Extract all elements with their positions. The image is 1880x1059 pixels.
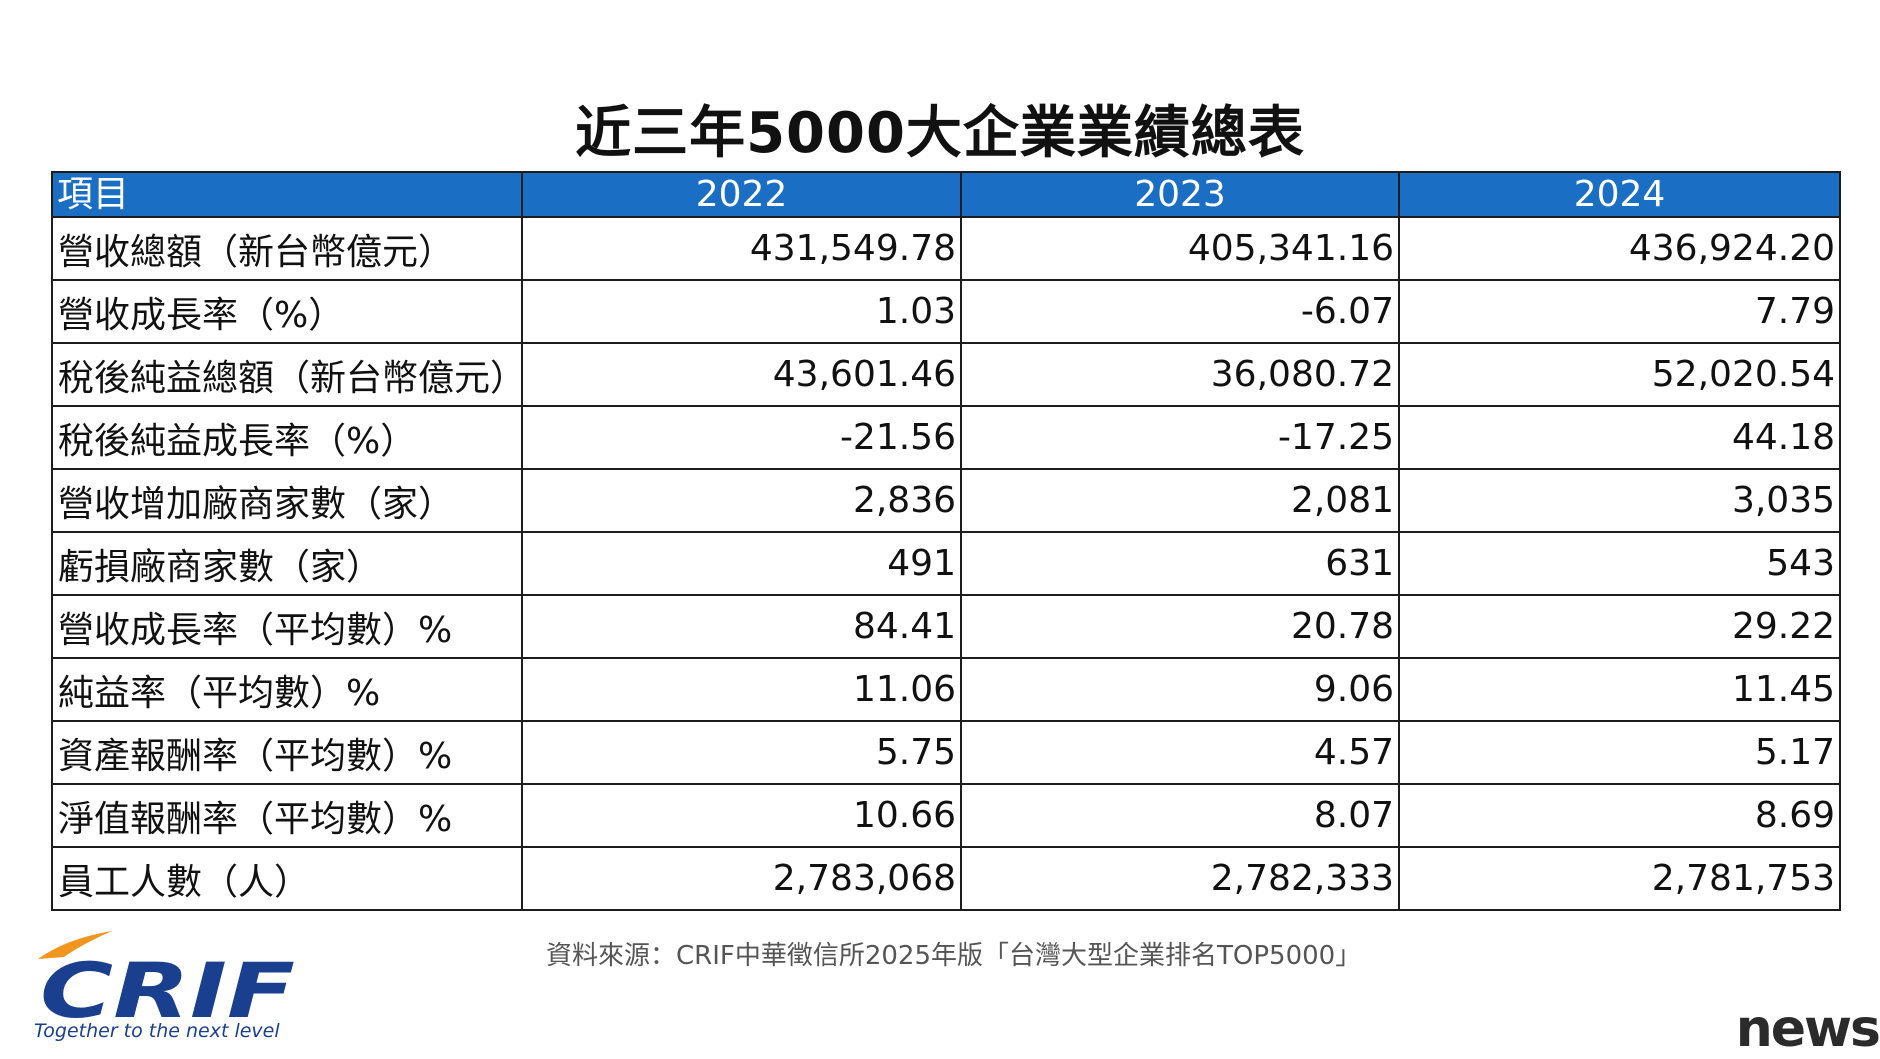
logo-tagline: Together to the next level (34, 1020, 280, 1042)
row-value: 5.75 (521, 720, 962, 785)
logo-swoosh-icon (38, 931, 112, 959)
row-value: 11.45 (1398, 657, 1841, 722)
row-value: 2,836 (521, 468, 962, 533)
row-value: 8.07 (960, 783, 1400, 848)
row-value: 2,783,068 (521, 846, 962, 911)
row-value: 8.69 (1398, 783, 1841, 848)
table-row: 營收成長率（%） 1.03 -6.07 7.79 (51, 279, 1841, 344)
table-row: 稅後純益成長率（%） -21.56 -17.25 44.18 (51, 405, 1841, 470)
row-value: -17.25 (960, 405, 1400, 470)
row-value: 3,035 (1398, 468, 1841, 533)
logo-wordmark: CRIF (40, 946, 295, 1035)
row-value: 431,549.78 (521, 216, 962, 281)
row-label: 營收總額（新台幣億元） (51, 216, 523, 281)
row-value: 7.79 (1398, 279, 1841, 344)
performance-summary-table-container: 項目 2022 2023 2024 營收總額（新台幣億元） 431,549.78… (51, 171, 1841, 911)
row-value: 436,924.20 (1398, 216, 1841, 281)
row-value: 44.18 (1398, 405, 1841, 470)
row-value: 543 (1398, 531, 1841, 596)
table-row: 營收成長率（平均數）% 84.41 20.78 29.22 (51, 594, 1841, 659)
row-value: 43,601.46 (521, 342, 962, 407)
page-title: 近三年5000大企業業績總表 (575, 101, 1305, 166)
table-row: 營收總額（新台幣億元） 431,549.78 405,341.16 436,92… (51, 216, 1841, 281)
table-header-row: 項目 2022 2023 2024 (51, 171, 1841, 218)
row-value: 11.06 (521, 657, 962, 722)
column-header-year: 2022 (521, 171, 962, 218)
row-label: 員工人數（人） (51, 846, 523, 911)
row-value: 2,781,753 (1398, 846, 1841, 911)
column-header-item: 項目 (51, 171, 523, 218)
table-row: 虧損廠商家數（家） 491 631 543 (51, 531, 1841, 596)
source-note: 資料來源：CRIF中華徵信所2025年版「台灣大型企業排名TOP5000」 (546, 941, 1362, 971)
performance-summary-table: 項目 2022 2023 2024 營收總額（新台幣億元） 431,549.78… (51, 171, 1841, 911)
row-value: -6.07 (960, 279, 1400, 344)
row-label: 稅後純益成長率（%） (51, 405, 523, 470)
table-row: 員工人數（人） 2,783,068 2,782,333 2,781,753 (51, 846, 1841, 911)
row-value: 405,341.16 (960, 216, 1400, 281)
row-label: 營收成長率（平均數）% (51, 594, 523, 659)
row-label: 純益率（平均數）% (51, 657, 523, 722)
table-row: 稅後純益總額（新台幣億元） 43,601.46 36,080.72 52,020… (51, 342, 1841, 407)
row-value: 631 (960, 531, 1400, 596)
row-value: 2,782,333 (960, 846, 1400, 911)
row-value: 84.41 (521, 594, 962, 659)
row-value: -21.56 (521, 405, 962, 470)
column-header-year: 2023 (960, 171, 1400, 218)
row-value: 4.57 (960, 720, 1400, 785)
row-value: 491 (521, 531, 962, 596)
row-value: 10.66 (521, 783, 962, 848)
table-row: 淨值報酬率（平均數）% 10.66 8.07 8.69 (51, 783, 1841, 848)
row-value: 9.06 (960, 657, 1400, 722)
row-value: 2,081 (960, 468, 1400, 533)
row-label: 淨值報酬率（平均數）% (51, 783, 523, 848)
row-value: 5.17 (1398, 720, 1841, 785)
table-row: 純益率（平均數）% 11.06 9.06 11.45 (51, 657, 1841, 722)
row-label: 稅後純益總額（新台幣億元） (51, 342, 523, 407)
table-body: 營收總額（新台幣億元） 431,549.78 405,341.16 436,92… (51, 216, 1841, 911)
row-label: 營收成長率（%） (51, 279, 523, 344)
row-value: 29.22 (1398, 594, 1841, 659)
row-value: 36,080.72 (960, 342, 1400, 407)
column-header-year: 2024 (1398, 171, 1841, 218)
row-label: 營收增加廠商家數（家） (51, 468, 523, 533)
table-row: 營收增加廠商家數（家） 2,836 2,081 3,035 (51, 468, 1841, 533)
row-value: 52,020.54 (1398, 342, 1841, 407)
news-watermark: news (1735, 999, 1880, 1059)
row-value: 20.78 (960, 594, 1400, 659)
row-label: 虧損廠商家數（家） (51, 531, 523, 596)
row-label: 資產報酬率（平均數）% (51, 720, 523, 785)
table-row: 資產報酬率（平均數）% 5.75 4.57 5.17 (51, 720, 1841, 785)
crif-logo: CRIF (38, 931, 295, 1035)
row-value: 1.03 (521, 279, 962, 344)
